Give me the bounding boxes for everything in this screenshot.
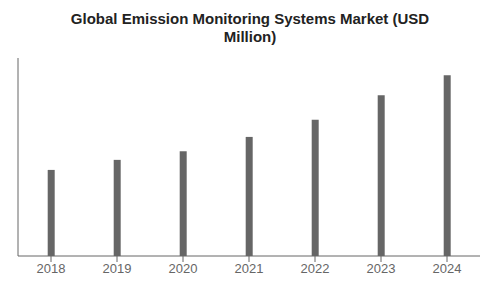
html-text:Global Emission Monitoring Sys: Global Emission Monitoring Systems Marke… [70, 10, 430, 27]
svg-text:2021: 2021 [235, 261, 264, 276]
html-text:Million): Million) [223, 28, 277, 45]
svg-text:2022: 2022 [301, 261, 330, 276]
svg-text:2019: 2019 [103, 261, 132, 276]
svg-text:2018: 2018 [37, 261, 66, 276]
svg-text:2024: 2024 [433, 261, 462, 276]
svg-text:2023: 2023 [367, 261, 396, 276]
svg-text:2020: 2020 [169, 261, 198, 276]
